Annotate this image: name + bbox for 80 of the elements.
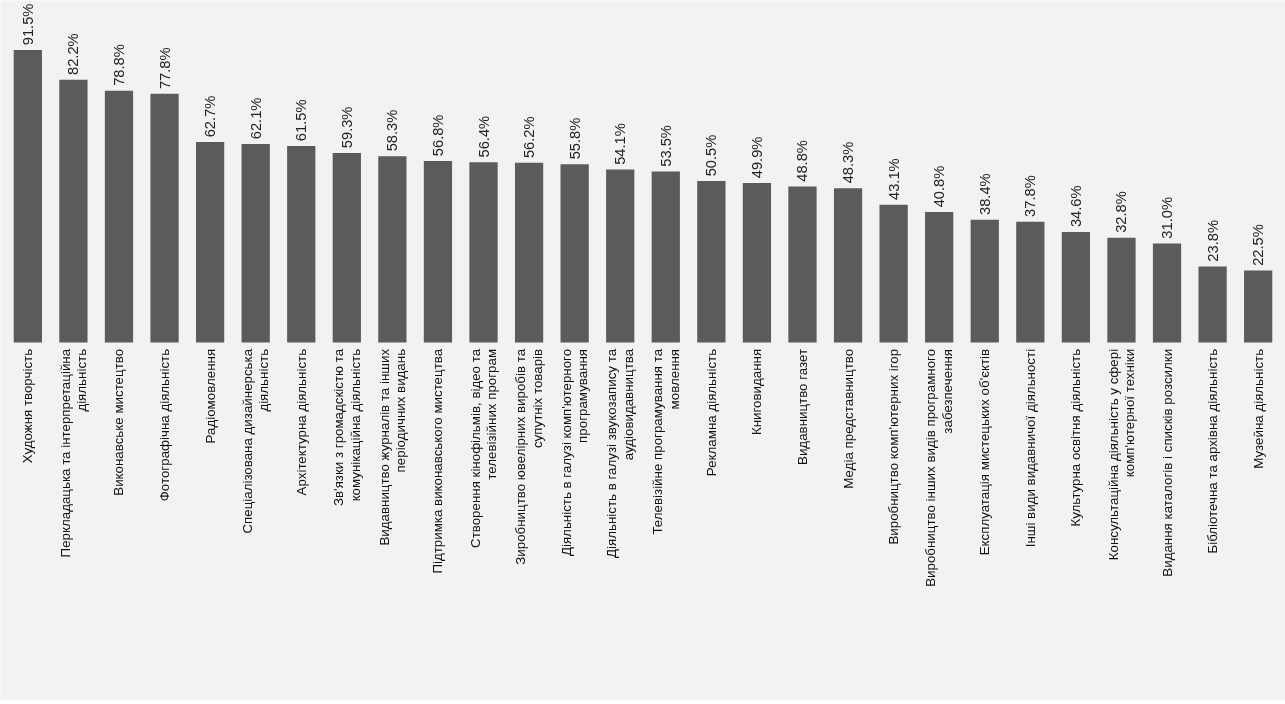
data-label: 37.8% bbox=[1022, 175, 1039, 217]
data-label: 34.6% bbox=[1067, 185, 1084, 228]
data-label: 53.5% bbox=[657, 125, 674, 167]
bar bbox=[879, 204, 908, 343]
x-tick-label: Перкладацька та інтерпретаційна діяльність bbox=[57, 348, 90, 558]
data-label: 32.8% bbox=[1113, 191, 1130, 233]
x-tick-label: Виробництво інших видів програмного забезпечення bbox=[923, 348, 955, 587]
data-label: 56.4% bbox=[475, 115, 492, 158]
x-tick-label: Книговидання bbox=[749, 348, 765, 436]
bar bbox=[742, 183, 772, 343]
data-label: 48.8% bbox=[794, 140, 811, 182]
x-tick-label: Рекламна діяльність bbox=[703, 348, 719, 477]
x-tick-label: Фотографічна діяльність bbox=[157, 348, 173, 502]
x-tick-label: Видавництво журналів та інших періодичних видань bbox=[376, 348, 409, 546]
x-tick-label: Медіа представництво bbox=[840, 348, 856, 489]
bar bbox=[833, 188, 863, 343]
bar bbox=[1198, 266, 1227, 343]
data-label: 56.8% bbox=[429, 114, 446, 157]
bar bbox=[241, 144, 270, 343]
data-label: 22.5% bbox=[1250, 224, 1267, 266]
bar bbox=[925, 212, 954, 343]
data-label: 58.3% bbox=[384, 109, 401, 152]
x-tick-label: Консультаційна діяльність у сфері комп'ютерної техніки bbox=[1105, 348, 1138, 561]
bar bbox=[1061, 231, 1091, 343]
data-label: 56.2% bbox=[521, 116, 538, 159]
data-label: 61.5% bbox=[293, 99, 310, 142]
data-label: 23.8% bbox=[1204, 220, 1221, 262]
bar bbox=[287, 145, 316, 343]
bar bbox=[469, 162, 498, 343]
data-label: 31.0% bbox=[1159, 197, 1176, 239]
x-tick-label: Експлуатація мистецьких об'єктів bbox=[977, 348, 993, 556]
x-tick-label: Видання каталогів і списків розсилки bbox=[1159, 348, 1175, 577]
bar bbox=[970, 219, 999, 343]
bar bbox=[1244, 270, 1273, 343]
bar bbox=[104, 90, 134, 343]
data-label: 40.8% bbox=[931, 165, 948, 208]
bar bbox=[651, 171, 680, 343]
x-tick-label: Художня творчість bbox=[20, 348, 36, 464]
bar bbox=[788, 186, 817, 343]
data-label: 54.1% bbox=[612, 123, 629, 165]
x-tick-label: Інші види видавничої діяльності bbox=[1022, 348, 1038, 548]
bar bbox=[560, 164, 589, 343]
bar bbox=[423, 160, 453, 343]
bar bbox=[697, 181, 726, 343]
bar bbox=[332, 152, 361, 343]
data-label: 91.5% bbox=[19, 3, 36, 46]
data-label: 62.1% bbox=[247, 97, 264, 140]
data-label: 78.8% bbox=[110, 44, 127, 86]
bar bbox=[195, 142, 225, 343]
bar bbox=[514, 162, 544, 343]
bar bbox=[378, 156, 407, 343]
data-label: 43.1% bbox=[885, 158, 902, 200]
bar bbox=[59, 79, 88, 343]
x-tick-label: Зиробництво ювелірних виробів та супутніх товарів bbox=[513, 348, 545, 565]
data-label: 62.7% bbox=[202, 95, 219, 138]
data-label: 38.4% bbox=[976, 173, 993, 215]
bar bbox=[13, 50, 42, 343]
x-tick-label: Радіомовлення bbox=[202, 348, 218, 444]
x-tick-label: Бібліотечна та архівна діяльність bbox=[1205, 348, 1221, 554]
data-label: 50.5% bbox=[703, 134, 720, 177]
x-tick-label: Видавництво газет bbox=[794, 348, 810, 465]
data-label: 59.3% bbox=[338, 106, 355, 149]
data-label: 49.9% bbox=[748, 136, 765, 179]
x-tick-label: Виробництво комп'ютерних ігор bbox=[886, 348, 902, 545]
bar bbox=[1107, 237, 1136, 343]
x-tick-label: Телевізійне програмування та мовлення bbox=[650, 348, 682, 535]
data-label: 77.8% bbox=[156, 47, 173, 90]
data-label: 48.3% bbox=[840, 141, 857, 184]
x-tick-label: Музейна діяльність bbox=[1250, 348, 1266, 469]
x-tick-label: Підтримка виконавського мистецтва bbox=[430, 348, 446, 574]
x-tick-label: Архітектурна діяльність bbox=[293, 348, 309, 496]
bar bbox=[1016, 221, 1045, 343]
data-label: 82.2% bbox=[65, 33, 82, 75]
x-tick-label: Виконавське мистецтво bbox=[111, 348, 127, 496]
bar bbox=[606, 169, 635, 343]
bar bbox=[1152, 243, 1182, 343]
data-label: 55.8% bbox=[566, 117, 583, 160]
bar bbox=[150, 93, 179, 343]
x-tick-label: Спеціалізована дизайнерська діяльність bbox=[239, 348, 272, 534]
x-tick-label: Культурна освітня діяльність bbox=[1068, 348, 1084, 527]
